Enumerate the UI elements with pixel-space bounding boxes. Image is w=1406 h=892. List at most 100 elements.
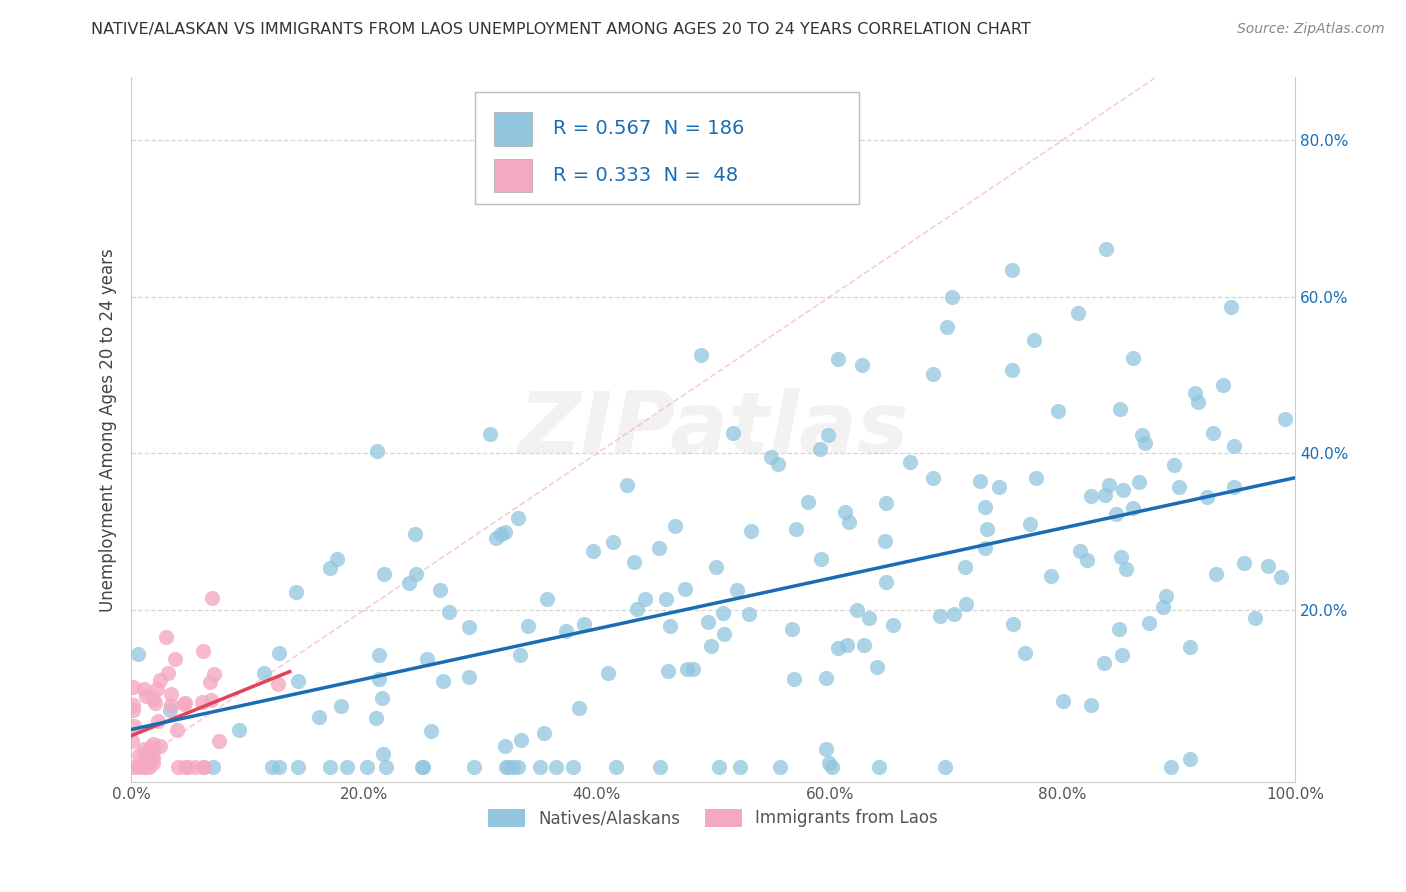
Point — [922, 368, 945, 382]
Point — [267, 677, 290, 691]
Point — [1001, 363, 1024, 377]
Point — [605, 760, 627, 774]
Point — [1154, 589, 1177, 603]
Point — [1270, 570, 1292, 584]
Point — [174, 760, 197, 774]
Point — [827, 352, 849, 367]
Point — [201, 591, 224, 606]
Point — [121, 733, 143, 747]
Point — [713, 627, 735, 641]
Point — [1168, 480, 1191, 494]
Point — [834, 505, 856, 519]
Point — [412, 760, 434, 774]
Point — [988, 480, 1011, 494]
Point — [1109, 549, 1132, 564]
Point — [494, 739, 516, 753]
Point — [602, 534, 624, 549]
Point — [457, 620, 479, 634]
Point — [160, 698, 183, 712]
Point — [529, 760, 551, 774]
Point — [1243, 611, 1265, 625]
Text: Source: ZipAtlas.com: Source: ZipAtlas.com — [1237, 22, 1385, 37]
Point — [134, 760, 156, 774]
Point — [935, 320, 957, 334]
Point — [973, 500, 995, 515]
Point — [173, 696, 195, 710]
Point — [1052, 694, 1074, 708]
Point — [533, 726, 555, 740]
Point — [121, 698, 143, 712]
Point — [184, 760, 207, 774]
Point — [875, 496, 897, 510]
Point — [134, 760, 156, 774]
Point — [142, 691, 165, 706]
Text: ZIPatlas: ZIPatlas — [519, 388, 908, 471]
Point — [655, 591, 678, 606]
Point — [398, 575, 420, 590]
Point — [132, 741, 155, 756]
Point — [780, 622, 803, 636]
Point — [1212, 378, 1234, 392]
Point — [485, 531, 508, 545]
Point — [1178, 640, 1201, 655]
Point — [287, 760, 309, 774]
Point — [574, 617, 596, 632]
Point — [132, 681, 155, 696]
Point — [139, 740, 162, 755]
Point — [1132, 428, 1154, 442]
Point — [664, 519, 686, 533]
Point — [122, 719, 145, 733]
Point — [808, 442, 831, 456]
Point — [1111, 648, 1133, 662]
Point — [326, 551, 349, 566]
Point — [875, 574, 897, 589]
Point — [371, 690, 394, 705]
Point — [479, 427, 502, 442]
Point — [149, 739, 172, 753]
Point — [198, 674, 221, 689]
Point — [510, 732, 533, 747]
Point — [142, 738, 165, 752]
Y-axis label: Unemployment Among Ages 20 to 24 years: Unemployment Among Ages 20 to 24 years — [100, 248, 117, 612]
Point — [713, 607, 735, 621]
Point — [769, 760, 792, 774]
Point — [366, 444, 388, 458]
Point — [193, 760, 215, 774]
Point — [1205, 566, 1227, 581]
Point — [1080, 698, 1102, 713]
Point — [134, 753, 156, 767]
Point — [122, 760, 145, 774]
Point — [875, 533, 897, 548]
Point — [1001, 263, 1024, 277]
Point — [201, 760, 224, 774]
Point — [740, 524, 762, 538]
Point — [364, 711, 387, 725]
Point — [202, 666, 225, 681]
Point — [368, 648, 391, 663]
Point — [160, 687, 183, 701]
Point — [851, 358, 873, 372]
Point — [928, 608, 950, 623]
Point — [721, 426, 744, 441]
Point — [973, 541, 995, 555]
Point — [1274, 412, 1296, 426]
Point — [682, 662, 704, 676]
Point — [815, 742, 838, 756]
Point — [626, 602, 648, 616]
Point — [330, 698, 353, 713]
Point — [568, 700, 591, 714]
Point — [405, 566, 427, 581]
Point — [676, 662, 699, 676]
Point — [373, 566, 395, 581]
Point — [127, 760, 149, 774]
Point — [200, 692, 222, 706]
Point — [562, 760, 585, 774]
Text: R = 0.333  N =  48: R = 0.333 N = 48 — [553, 166, 738, 185]
Point — [165, 652, 187, 666]
Point — [690, 348, 713, 362]
Point — [1069, 543, 1091, 558]
Point — [1105, 507, 1128, 521]
Point — [142, 756, 165, 770]
Point — [596, 665, 619, 680]
Point — [496, 760, 519, 774]
